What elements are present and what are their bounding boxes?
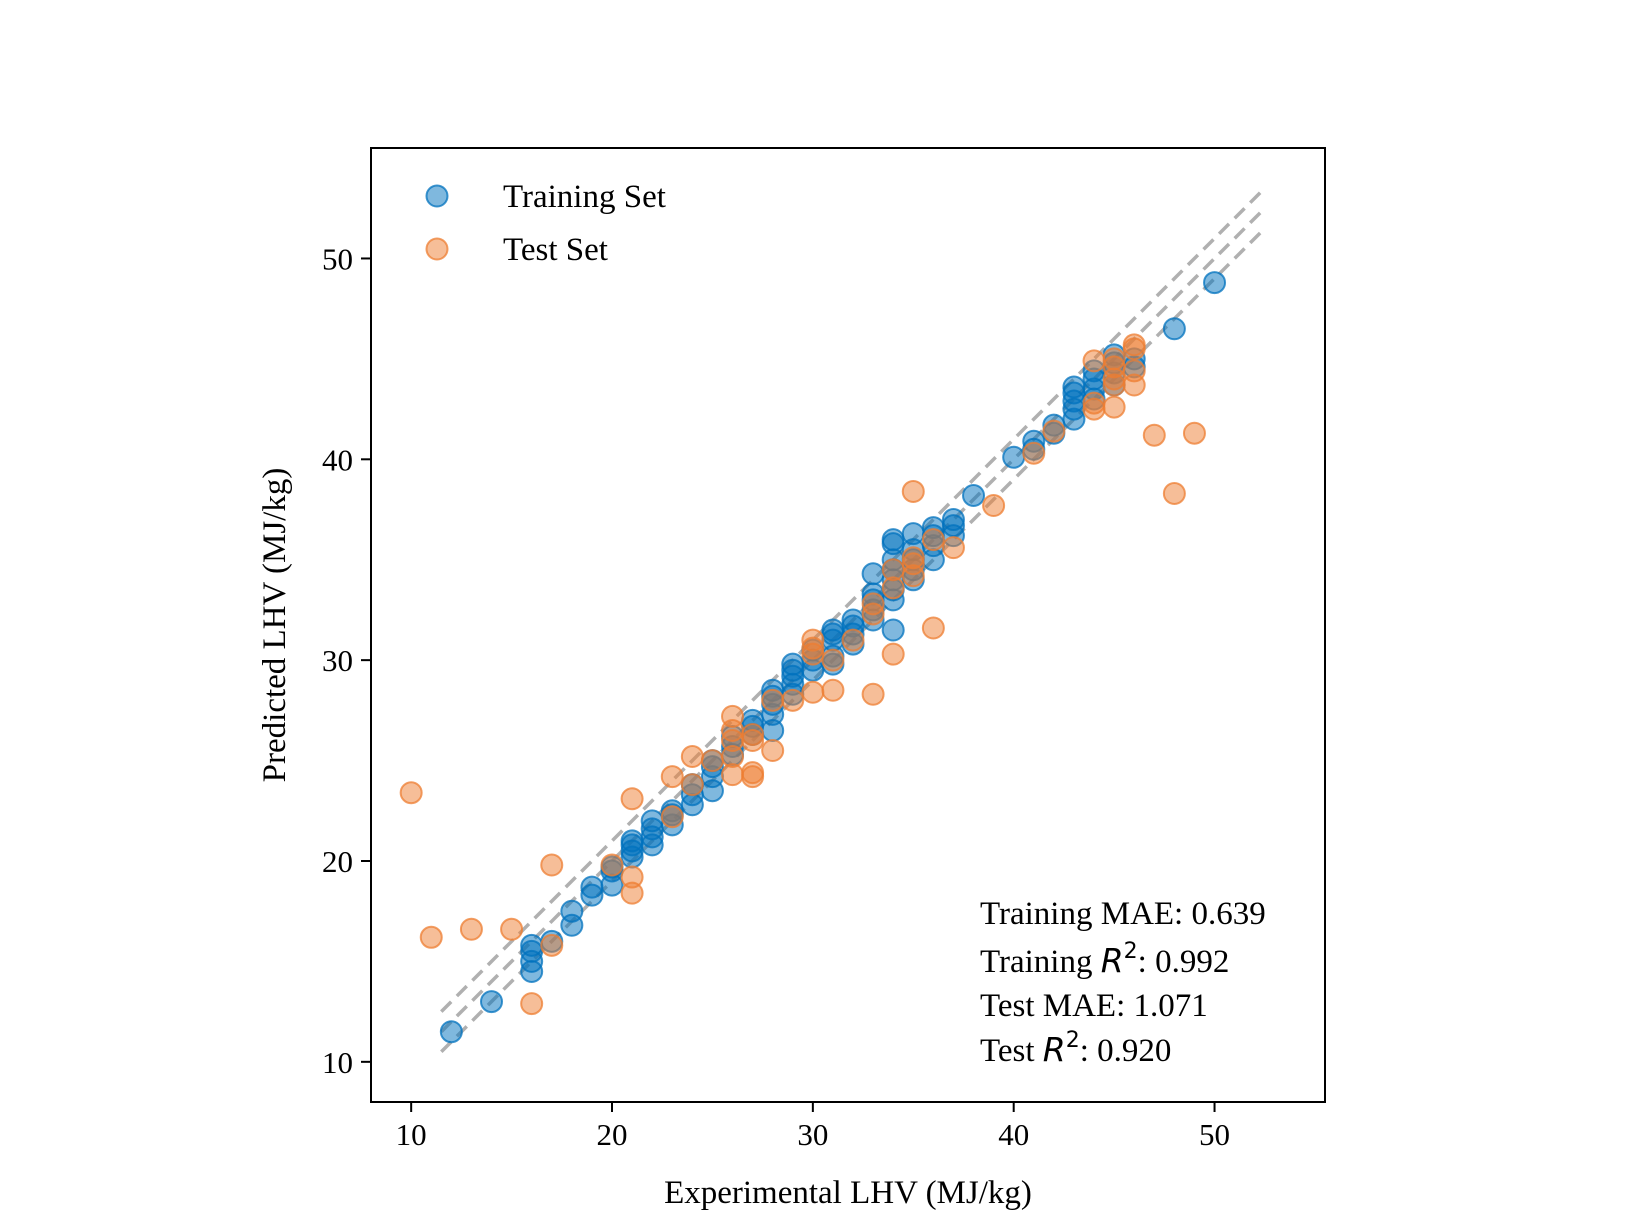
test-point bbox=[881, 642, 905, 666]
x-tick-label: 20 bbox=[597, 1117, 628, 1152]
test-point bbox=[540, 853, 564, 877]
test-set-points bbox=[399, 333, 1206, 1016]
test-point bbox=[520, 992, 544, 1016]
x-tick-label: 30 bbox=[797, 1117, 828, 1152]
y-tick-label: 20 bbox=[322, 844, 353, 879]
test-point bbox=[1082, 391, 1106, 415]
plot-frame bbox=[370, 147, 1326, 1103]
training-point bbox=[781, 652, 805, 676]
training-point bbox=[881, 528, 905, 552]
test-point bbox=[1102, 395, 1126, 419]
stats-training-r2: Training R2: 0.992 bbox=[980, 939, 1229, 980]
training-point bbox=[580, 875, 604, 899]
legend-label-test: Test Set bbox=[503, 232, 608, 268]
test-point bbox=[861, 682, 885, 706]
stats-test-mae: Test MAE: 1.071 bbox=[980, 988, 1208, 1024]
test-point bbox=[821, 648, 845, 672]
test-point bbox=[982, 493, 1006, 517]
training-point bbox=[480, 990, 504, 1014]
training-point bbox=[520, 933, 544, 957]
y-tick-label: 30 bbox=[322, 643, 353, 678]
test-point bbox=[1022, 441, 1046, 465]
test-point bbox=[680, 745, 704, 769]
test-point bbox=[540, 933, 564, 957]
test-point bbox=[620, 787, 644, 811]
test-point bbox=[921, 616, 945, 640]
training-point bbox=[640, 809, 664, 833]
test-point bbox=[721, 704, 745, 728]
test-point bbox=[680, 773, 704, 797]
test-point bbox=[941, 536, 965, 560]
training-point bbox=[821, 618, 845, 642]
stats-training-mae: Training MAE: 0.639 bbox=[980, 896, 1266, 932]
legend-marker-training bbox=[425, 184, 449, 208]
y-tick-label: 50 bbox=[322, 241, 353, 276]
test-point bbox=[620, 865, 644, 889]
test-point bbox=[500, 917, 524, 941]
test-point bbox=[801, 680, 825, 704]
test-point bbox=[821, 678, 845, 702]
test-point bbox=[700, 749, 724, 773]
test-point bbox=[660, 805, 684, 829]
training-point bbox=[439, 1020, 463, 1044]
x-tick-label: 10 bbox=[396, 1117, 427, 1152]
test-point bbox=[1082, 349, 1106, 373]
stats-annotation: Training MAE: 0.639 Training R2: 0.992 T… bbox=[980, 896, 1266, 1069]
test-point bbox=[1162, 481, 1186, 505]
x-axis-label: Experimental LHV (MJ/kg) bbox=[664, 1175, 1032, 1211]
test-point bbox=[399, 781, 423, 805]
test-point bbox=[1122, 333, 1146, 357]
test-point bbox=[1042, 419, 1066, 443]
training-point bbox=[901, 522, 925, 546]
test-point bbox=[600, 853, 624, 877]
x-axis-ticks: 10 20 30 40 50 bbox=[396, 1102, 1230, 1152]
test-point bbox=[901, 546, 925, 570]
test-point bbox=[1142, 423, 1166, 447]
test-point bbox=[1182, 421, 1206, 445]
test-point bbox=[741, 722, 765, 746]
test-point bbox=[761, 688, 785, 712]
training-point bbox=[560, 899, 584, 923]
test-point bbox=[921, 528, 945, 552]
legend-marker-test bbox=[425, 237, 449, 261]
test-point bbox=[660, 765, 684, 789]
test-point bbox=[1122, 359, 1146, 383]
y-tick-label: 40 bbox=[322, 442, 353, 477]
x-tick-label: 50 bbox=[1199, 1117, 1230, 1152]
x-tick-label: 40 bbox=[998, 1117, 1029, 1152]
test-point bbox=[801, 628, 825, 652]
stats-test-r2: Test R2: 0.920 bbox=[980, 1028, 1171, 1069]
test-point bbox=[901, 479, 925, 503]
training-point bbox=[1162, 317, 1186, 341]
y-tick-label: 10 bbox=[322, 1045, 353, 1080]
training-point bbox=[841, 608, 865, 632]
test-point bbox=[841, 628, 865, 652]
training-point bbox=[1002, 445, 1026, 469]
training-point bbox=[620, 829, 644, 853]
training-point bbox=[1203, 271, 1227, 295]
legend: Training Set Test Set bbox=[425, 179, 666, 268]
training-point bbox=[881, 618, 905, 642]
test-point bbox=[741, 761, 765, 785]
y-axis-ticks: 10 20 30 40 50 bbox=[322, 241, 371, 1080]
test-point bbox=[781, 688, 805, 712]
test-point bbox=[861, 592, 885, 616]
training-point bbox=[861, 562, 885, 586]
test-point bbox=[459, 917, 483, 941]
training-point bbox=[941, 508, 965, 532]
legend-label-training: Training Set bbox=[503, 179, 666, 215]
training-point bbox=[1062, 375, 1086, 399]
training-point bbox=[962, 483, 986, 507]
test-point bbox=[1102, 347, 1126, 371]
reference-line bbox=[440, 190, 1262, 1013]
test-point bbox=[761, 739, 785, 763]
test-point bbox=[419, 925, 443, 949]
test-point bbox=[881, 558, 905, 582]
y-axis-label: Predicted LHV (MJ/kg) bbox=[257, 468, 293, 783]
